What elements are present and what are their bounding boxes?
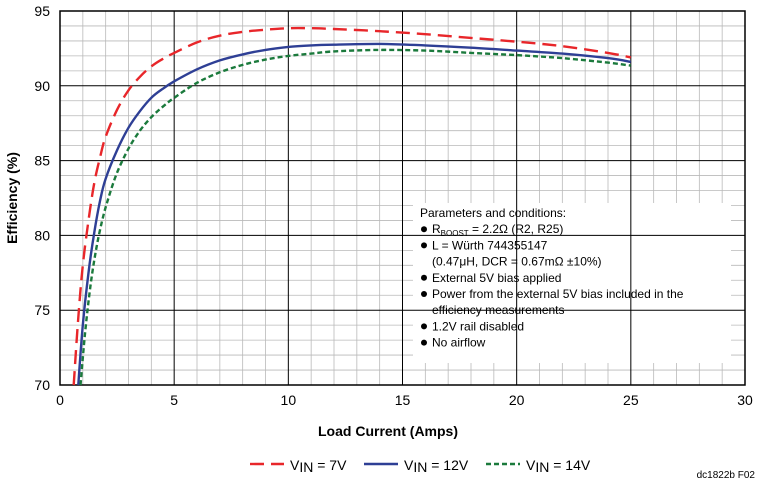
annotation-item: L = Würth 744355147 xyxy=(432,238,548,252)
annotation-item: (0.47μH, DCR = 0.67mΩ ±10%) xyxy=(432,255,602,269)
legend-label-sub: IN xyxy=(299,459,313,475)
legend-label-base: V xyxy=(404,457,414,473)
legend-label-sub: IN xyxy=(535,459,549,475)
figure-id: dc1822b F02 xyxy=(697,470,756,481)
plot-frame xyxy=(59,10,746,386)
series-layer xyxy=(72,26,632,386)
annotation-item-rest: = 2.2Ω (R2, R25) xyxy=(469,222,564,236)
y-tick-labels: 70 75 80 85 90 95 xyxy=(34,3,50,393)
legend-label-0: VIN = 7V xyxy=(290,457,347,475)
legend-label-suffix: = 12V xyxy=(427,457,469,473)
x-tick-label: 15 xyxy=(395,392,411,408)
x-tick-label: 20 xyxy=(509,392,525,408)
bullet-icon xyxy=(421,226,427,233)
annotation-item-sub: BOOST xyxy=(441,229,469,238)
bullet-icon xyxy=(421,323,427,330)
annotation-item: RBOOST = 2.2Ω (R2, R25) xyxy=(432,222,563,238)
legend-label-suffix: = 14V xyxy=(549,457,591,473)
series-line-1 xyxy=(77,42,632,386)
y-axis-title: Efficiency (%) xyxy=(4,152,20,244)
annotation-item: Power from the external 5V bias included… xyxy=(432,287,684,301)
annotation-item: No airflow xyxy=(432,336,486,350)
x-tick-label: 25 xyxy=(623,392,639,408)
annotation-heading: Parameters and conditions: xyxy=(420,206,566,220)
y-tick-label: 75 xyxy=(34,302,50,318)
x-tick-label: 5 xyxy=(170,392,178,408)
legend-label-sub: IN xyxy=(413,459,427,475)
y-tick-label: 85 xyxy=(34,153,50,169)
x-tick-labels: 0 5 10 15 20 25 30 xyxy=(56,392,753,408)
legend-label-suffix: = 7V xyxy=(313,457,347,473)
y-tick-label: 70 xyxy=(34,377,50,393)
x-tick-label: 10 xyxy=(281,392,297,408)
y-tick-label: 95 xyxy=(34,3,50,19)
y-tick-label: 80 xyxy=(34,227,50,243)
series-line-0 xyxy=(72,26,632,386)
legend-label-1: VIN = 12V xyxy=(404,457,469,475)
legend: VIN = 7V VIN = 12V VIN = 14V xyxy=(250,457,591,475)
bullet-icon xyxy=(421,274,427,281)
legend-label-2: VIN = 14V xyxy=(526,457,591,475)
annotation-item: 1.2V rail disabled xyxy=(432,319,524,333)
x-tick-label: 30 xyxy=(737,392,753,408)
annotation-item: efficiency measurements xyxy=(432,303,565,317)
bullet-icon xyxy=(421,242,427,249)
y-tick-label: 90 xyxy=(34,78,50,94)
bullet-icon xyxy=(421,291,427,297)
legend-label-base: V xyxy=(290,457,300,473)
x-tick-label: 0 xyxy=(56,392,64,408)
x-axis-title: Load Current (Amps) xyxy=(318,423,458,439)
annotation-box xyxy=(413,203,731,363)
annotation-text: Parameters and conditions: RBOOST = 2.2Ω … xyxy=(420,206,684,350)
legend-label-base: V xyxy=(526,457,536,473)
annotation-item: External 5V bias applied xyxy=(432,271,561,285)
annotation-item-base: R xyxy=(432,222,441,236)
major-grid xyxy=(60,11,745,385)
bullet-icon xyxy=(421,339,427,346)
